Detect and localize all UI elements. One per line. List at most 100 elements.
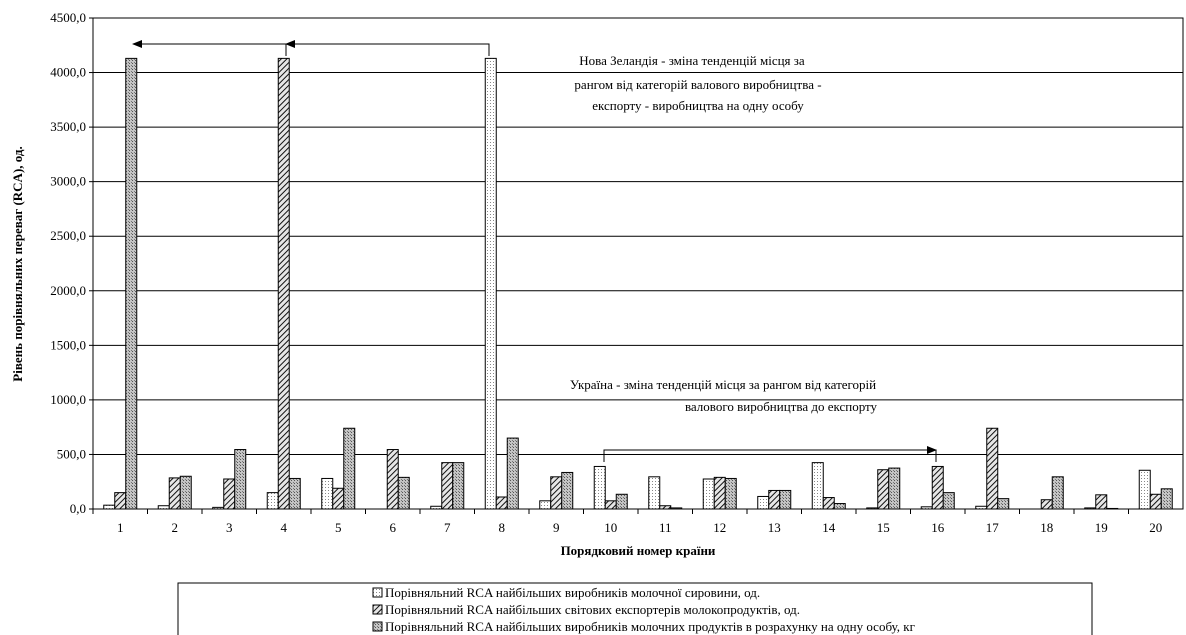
ua-arrow — [603, 446, 937, 462]
x-tick-label: 17 — [986, 520, 1000, 535]
bar-per-capita — [234, 449, 247, 510]
x-tick-labels: 1 2 3 4 5 6 7 8 9 10 11 12 13 14 15 16 17 18 19 20 — [92, 509, 1162, 535]
bar-per-capita — [1160, 488, 1173, 510]
x-tick-label: 2 — [172, 520, 179, 535]
x-tick-label: 1 — [117, 520, 124, 535]
legend-swatch-percapita — [372, 621, 383, 632]
bar-raw-milk — [648, 476, 661, 510]
y-tick-label: 3500,0 — [50, 119, 86, 134]
x-tick-label: 19 — [1095, 520, 1108, 535]
legend-swatch-raw — [372, 587, 383, 598]
bar-per-capita — [888, 467, 901, 510]
bar-raw-milk — [484, 57, 497, 510]
bar-export — [332, 487, 345, 510]
bar-per-capita — [779, 489, 792, 510]
bar-export — [768, 489, 781, 510]
bar-raw-milk — [811, 462, 824, 510]
x-tick-label: 4 — [281, 520, 288, 535]
bar-raw-milk — [702, 478, 715, 510]
x-tick-label: 8 — [499, 520, 506, 535]
bar-export — [495, 496, 508, 510]
y-tick-label: 1000,0 — [50, 392, 86, 407]
bars — [103, 57, 1173, 510]
bar-per-capita — [724, 477, 737, 510]
bar-per-capita — [833, 503, 846, 510]
bar-export — [877, 469, 890, 510]
y-tick-label: 500,0 — [57, 446, 86, 461]
legend-swatch-export — [372, 604, 383, 615]
ua-arrow-line — [603, 449, 937, 462]
bar-raw-milk — [593, 465, 606, 510]
legend-label-export: Порівняльний RCA найбільших світових екс… — [385, 602, 800, 617]
bar-export — [1040, 499, 1053, 510]
y-tick-label: 2500,0 — [50, 228, 86, 243]
x-tick-label: 10 — [604, 520, 617, 535]
bar-per-capita — [615, 493, 628, 510]
bar-export — [1095, 494, 1108, 510]
legend-label-percapita: Порівняльний RCA найбільших виробників м… — [385, 619, 915, 634]
nz-annotation-line-1: Нова Зеландія - зміна тенденцій місця за — [579, 53, 805, 68]
y-tick-label: 0,0 — [70, 501, 86, 516]
nz-arrows — [132, 40, 490, 56]
bar-export — [713, 476, 726, 510]
x-tick-label: 18 — [1040, 520, 1053, 535]
legend-label-raw: Порівняльний RCA найбільших виробників м… — [385, 585, 760, 600]
bar-per-capita — [452, 462, 465, 510]
bar-per-capita — [1051, 476, 1064, 510]
bar-raw-milk — [539, 500, 552, 510]
y-tick-label: 3000,0 — [50, 174, 86, 189]
y-tick-label: 4000,0 — [50, 65, 86, 80]
bar-raw-milk — [103, 504, 116, 510]
bar-raw-milk — [1138, 469, 1151, 510]
x-tick-label: 11 — [659, 520, 672, 535]
bar-export — [1149, 493, 1162, 510]
nz-annotation-line-3: експорту - виробництва на одну особу — [592, 98, 804, 113]
x-tick-label: 5 — [335, 520, 342, 535]
bar-per-capita — [125, 57, 138, 510]
bar-export — [441, 462, 454, 510]
bar-export — [822, 497, 835, 510]
x-tick-label: 20 — [1149, 520, 1162, 535]
bar-export — [277, 57, 290, 510]
bar-export — [223, 478, 236, 510]
y-tick-label: 1500,0 — [50, 337, 86, 352]
bar-per-capita — [179, 475, 192, 510]
legend-box — [177, 582, 1093, 635]
bar-per-capita — [288, 477, 301, 510]
bar-export — [604, 500, 617, 510]
x-tick-label: 12 — [713, 520, 726, 535]
y-tick-labels: 0,0 500,0 1000,0 1500,0 2000,0 2500,0 3000,0 35… — [50, 10, 86, 516]
bar-export — [114, 492, 127, 510]
ua-annotation-line-2: валового виробництва до експорту — [685, 399, 878, 414]
nz-annotation-line-2: рангом від категорій валового виробництв… — [574, 77, 821, 92]
bar-raw-milk — [321, 477, 334, 510]
legend: Порівняльний RCA найбільших виробників м… — [177, 582, 1093, 635]
x-tick-label: 7 — [444, 520, 451, 535]
y-tick-label: 2000,0 — [50, 283, 86, 298]
y-axis-title: Рівень порівняльних переваг (RCA), од. — [10, 146, 25, 381]
x-tick-label: 14 — [822, 520, 836, 535]
bar-per-capita — [397, 476, 410, 510]
y-tick-label: 4500,0 — [50, 10, 86, 25]
bar-per-capita — [506, 437, 519, 510]
bar-export — [168, 477, 181, 510]
bar-export — [931, 465, 944, 510]
x-tick-label: 13 — [768, 520, 781, 535]
x-tick-label: 3 — [226, 520, 233, 535]
x-tick-label: 9 — [553, 520, 560, 535]
x-tick-label: 15 — [877, 520, 890, 535]
bar-per-capita — [997, 498, 1010, 510]
bar-export — [386, 449, 399, 510]
ua-annotation-line-1: Україна - зміна тенденцій місця за ранго… — [570, 377, 876, 392]
x-tick-label: 16 — [931, 520, 945, 535]
nz-arrow-long — [285, 40, 490, 56]
bar-export — [986, 427, 999, 510]
gridlines — [89, 17, 1183, 510]
bar-per-capita — [343, 427, 356, 510]
nz-arrow-short — [132, 40, 287, 56]
bar-per-capita — [561, 471, 574, 510]
bar-raw-milk — [266, 492, 279, 510]
x-tick-label: 6 — [390, 520, 397, 535]
x-axis-title: Порядковий номер країни — [561, 543, 716, 558]
